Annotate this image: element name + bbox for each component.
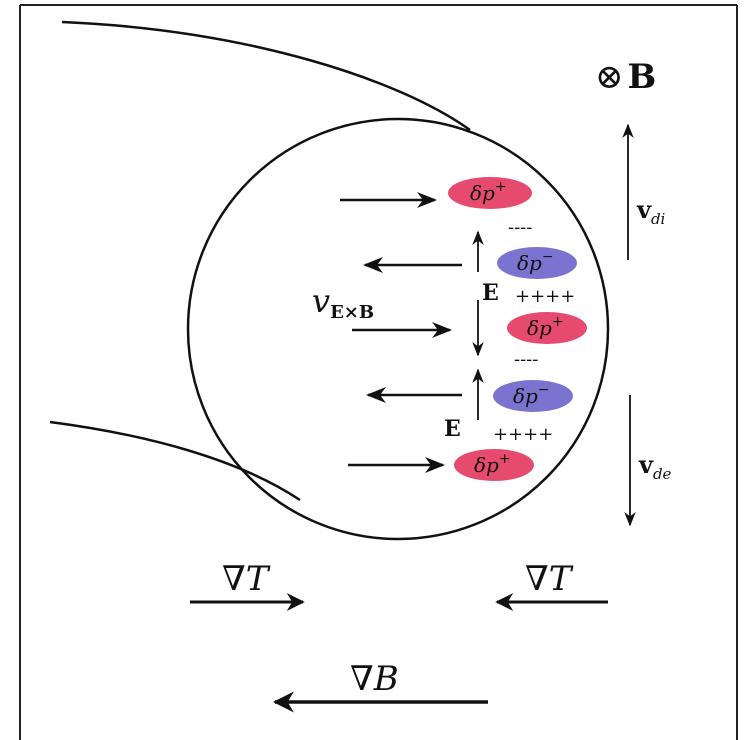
- charge: ++++: [493, 424, 553, 445]
- drift-arrows: [628, 125, 630, 525]
- charge: ++++: [515, 286, 575, 307]
- e-label: E: [482, 280, 499, 306]
- e-label: E: [444, 416, 461, 442]
- exb-label: vE×B: [312, 282, 374, 323]
- charge: ----: [514, 349, 538, 370]
- gradients: ∇T ∇T ∇B: [190, 559, 608, 702]
- frame: [20, 5, 737, 740]
- charge: ----: [508, 217, 532, 238]
- gradient-label: ∇T: [525, 559, 574, 599]
- electron-drift-label: vde: [638, 450, 672, 483]
- gradient-label: ∇T: [222, 559, 271, 599]
- gradient-label: ∇B: [350, 659, 399, 699]
- diagram: δp+ δp− δp+ δp− δp+ ---- ++++ ---- ++++ …: [0, 0, 746, 740]
- field-label: ⊗B: [595, 57, 656, 97]
- ion-drift-label: vdi: [636, 195, 666, 228]
